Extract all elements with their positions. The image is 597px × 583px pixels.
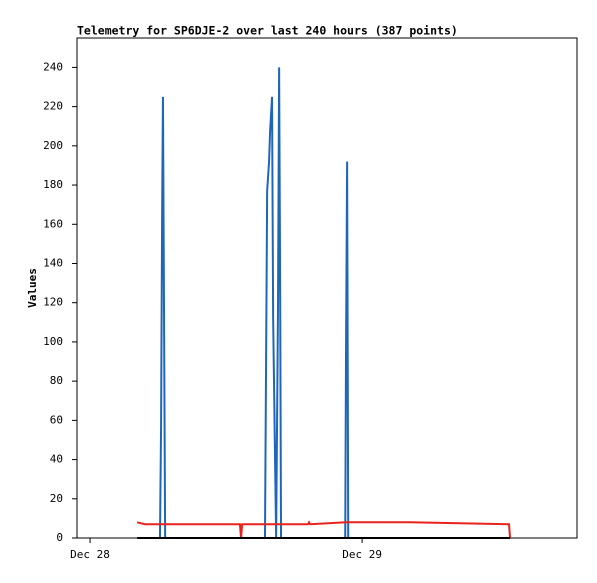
y-tick-label: 240 — [43, 60, 63, 73]
y-tick-label: 0 — [56, 531, 63, 544]
series-line — [136, 520, 512, 539]
y-tick-label: 140 — [43, 256, 63, 269]
y-tick-label: 60 — [50, 413, 63, 426]
y-tick-label: 120 — [43, 296, 63, 309]
y-tick-label: 180 — [43, 178, 63, 191]
y-axis-label: Values — [26, 268, 39, 308]
y-tick-label: 200 — [43, 139, 63, 152]
x-tick-label: Dec 28 — [70, 548, 110, 561]
series-line — [137, 67, 511, 539]
y-tick-label: 100 — [43, 335, 63, 348]
y-tick-label: 160 — [43, 217, 63, 230]
x-tick-label: Dec 29 — [342, 548, 382, 561]
chart-title: Telemetry for SP6DJE-2 over last 240 hou… — [77, 24, 458, 38]
y-tick-label: 80 — [50, 374, 63, 387]
y-tick-label: 220 — [43, 100, 63, 113]
y-tick-label: 20 — [50, 492, 63, 505]
y-tick-label: 40 — [50, 453, 63, 466]
plot-frame — [76, 37, 578, 539]
